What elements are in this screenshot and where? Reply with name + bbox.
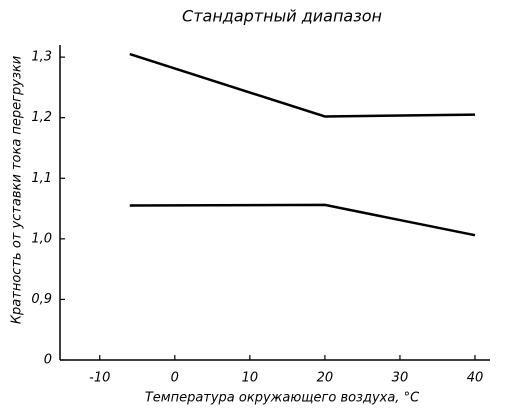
- x-tick-label: 40: [467, 371, 484, 386]
- y-tick-label: 1,3: [31, 50, 52, 65]
- x-tick-label: 0: [171, 371, 179, 386]
- x-tick-label: 10: [242, 371, 259, 386]
- x-axis-label: Температура окружающего воздуха, °C: [145, 391, 420, 406]
- y-tick-label: 0: [44, 353, 52, 368]
- y-tick-label: 1,1: [31, 171, 52, 186]
- data-line: [129, 52, 476, 118]
- chart-title: Стандартный диапазон: [182, 7, 382, 26]
- y-tick-label: 1,0: [31, 231, 52, 246]
- x-tick-label: 30: [392, 371, 409, 386]
- x-tick-label: 20: [317, 371, 334, 386]
- y-axis-label: Кратность от уставки тока перегрузки: [10, 56, 25, 324]
- data-line: [129, 203, 476, 237]
- y-tick-label: 0,9: [31, 292, 52, 307]
- y-tick-label: 1,2: [31, 110, 52, 125]
- x-tick-label: -10: [89, 371, 110, 386]
